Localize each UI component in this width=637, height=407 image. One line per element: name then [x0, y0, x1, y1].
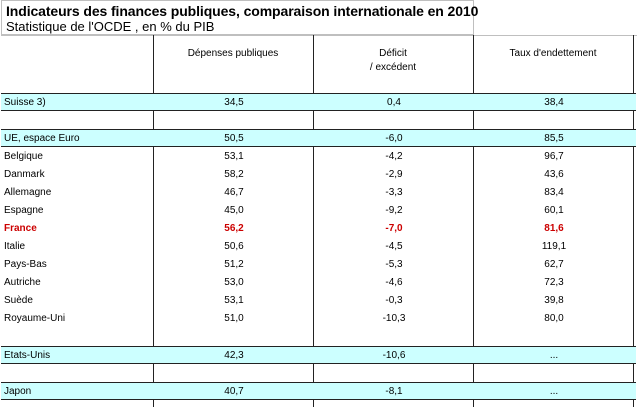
cell-depenses: 34,5	[224, 97, 244, 108]
table-row: Allemagne 46,7 -3,3 83,4	[1, 184, 636, 202]
header-deficit-line2: / excédent	[369, 62, 417, 73]
table-row: Pays-Bas 51,2 -5,3 62,7	[1, 256, 636, 274]
header-depenses: Dépenses publiques	[187, 48, 279, 59]
cell-deficit: -10,6	[382, 350, 406, 361]
cell-deficit: -7,0	[385, 223, 403, 234]
cell-depenses: 42,3	[224, 350, 244, 361]
column-divider	[153, 35, 154, 407]
cell-endettement: 96,7	[544, 151, 564, 162]
cell-deficit: -0,3	[385, 295, 403, 306]
data-table	[1, 35, 637, 407]
table-row: Etats-Unis 42,3 -10,6...	[1, 346, 636, 364]
cell-country: Belgique	[4, 151, 43, 162]
cell-depenses: 53,0	[224, 277, 244, 288]
cell-depenses: 51,0	[224, 313, 244, 324]
cell-deficit: -4,6	[385, 277, 403, 288]
cell-country: Allemagne	[4, 187, 52, 198]
cell-endettement: 85,5	[544, 133, 564, 144]
cell-country: Espagne	[4, 205, 44, 216]
cell-deficit: -5,3	[385, 259, 403, 270]
cell-country: Etats-Unis	[4, 350, 51, 361]
cell-endettement: 39,8	[544, 295, 564, 306]
cell-depenses: 40,7	[224, 386, 244, 397]
cell-deficit: -3,3	[385, 187, 403, 198]
cell-deficit: 0,4	[387, 97, 401, 108]
cell-deficit: -9,2	[385, 205, 403, 216]
table-row: Italie 50,6 -4,5 119,1	[1, 238, 636, 256]
cell-depenses: 45,0	[224, 205, 244, 216]
cell-depenses: 51,2	[224, 259, 244, 270]
table-title: Indicateurs des finances publiques, comp…	[6, 3, 479, 19]
cell-deficit: -8,1	[385, 386, 403, 397]
cell-country: Italie	[4, 241, 26, 252]
cell-country: Danmark	[4, 169, 45, 180]
table-row: Suisse 3) 34,5 0,4 38,4	[1, 93, 636, 111]
cell-deficit: -4,5	[385, 241, 403, 252]
cell-depenses: 53,1	[224, 295, 244, 306]
cell-depenses: 58,2	[224, 169, 244, 180]
cell-endettement: 83,4	[544, 187, 564, 198]
column-divider	[313, 35, 314, 407]
cell-endettement: 62,7	[544, 259, 564, 270]
table-row: Danmark 58,2 -2,9 43,6	[1, 166, 636, 184]
cell-endettement: 81,6	[544, 223, 564, 234]
table-row: Suède 53,1 -0,3 39,8	[1, 292, 636, 310]
column-divider	[633, 35, 634, 407]
table-row: UE, espace Euro 50,5 -6,0 85,5	[1, 129, 636, 147]
cell-country: UE, espace Euro	[4, 133, 80, 144]
cell-endettement: 38,4	[544, 97, 564, 108]
cell-deficit: -10,3	[382, 313, 406, 324]
header-deficit: Déficit / excédent	[313, 47, 473, 75]
table-row: Espagne 45,0 -9,2 60,1	[1, 202, 636, 220]
table-row: Autriche 53,0 -4,6 72,3	[1, 274, 636, 292]
cell-endettement: 60,1	[544, 205, 564, 216]
cell-deficit: -6,0	[385, 133, 403, 144]
cell-endettement: 43,6	[544, 169, 564, 180]
cell-endettement: 72,3	[544, 277, 564, 288]
cell-endettement: 80,0	[544, 313, 564, 324]
table-row: Belgique 53,1 -4,2 96,7	[1, 148, 636, 166]
table-row: France 56,2 -7,0 81,6	[1, 220, 636, 238]
cell-country: Pays-Bas	[4, 259, 47, 270]
cell-depenses: 53,1	[224, 151, 244, 162]
cell-endettement: 119,1	[541, 241, 567, 252]
cell-country: Suède	[4, 295, 33, 306]
cell-country: Suisse 3)	[4, 97, 46, 108]
table-subtitle: Statistique de l'OCDE , en % du PIB	[6, 19, 215, 34]
cell-country: Royaume-Uni	[4, 313, 66, 324]
header-deficit-line1: Déficit	[379, 48, 407, 59]
cell-depenses: 50,6	[224, 241, 244, 252]
header-endettement: Taux d'endettement	[509, 48, 597, 59]
cell-depenses: 56,2	[224, 223, 244, 234]
cell-country: France	[4, 223, 37, 234]
cell-deficit: -4,2	[385, 151, 403, 162]
cell-depenses: 50,5	[224, 133, 244, 144]
cell-endettement: ...	[549, 350, 559, 361]
cell-depenses: 46,7	[224, 187, 244, 198]
table-row: Japon 40,7 -8,1...	[1, 382, 636, 400]
column-divider	[473, 35, 474, 407]
title-box: Indicateurs des finances publiques, comp…	[1, 0, 478, 35]
cell-country: Autriche	[4, 277, 41, 288]
table-row: Royaume-Uni 51,0 -10,3 80,0	[1, 310, 636, 328]
cell-deficit: -2,9	[385, 169, 403, 180]
cell-country: Japon	[4, 386, 32, 397]
cell-endettement: ...	[549, 386, 559, 397]
